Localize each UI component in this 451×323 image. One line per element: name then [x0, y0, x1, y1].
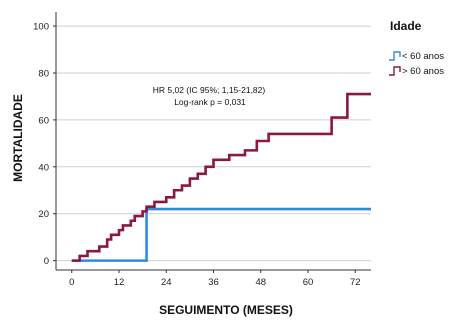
legend-title: Idade: [390, 19, 422, 33]
series-group: [71, 92, 371, 262]
legend-item-60-anos: > 60 anos: [389, 66, 444, 77]
x-tick-label: 36: [208, 277, 219, 288]
x-tick-label: 24: [161, 277, 172, 288]
y-tick-label: 60: [38, 115, 49, 126]
axes: [55, 12, 371, 271]
x-tick-label: 60: [303, 277, 314, 288]
legend-item-60-anos: < 60 anos: [389, 51, 444, 62]
legend-items: < 60 anos > 60 anos: [389, 51, 444, 77]
y-tick-label: 0: [44, 256, 49, 267]
legend: Idade < 60 anos > 60 anos: [389, 19, 444, 77]
y-tick-label: 20: [38, 209, 49, 220]
y-ticks: 0 20 40 60 80 100: [33, 22, 56, 267]
x-ticks: 0 12 24 36 48 60 72: [69, 270, 361, 288]
x-axis-title: SEGUIMENTO (MESES): [159, 303, 293, 317]
x-tick-label: 72: [350, 277, 361, 288]
series-line-60-anos: [71, 92, 371, 262]
series-line-60-anos: [71, 207, 371, 262]
x-tick-label: 0: [69, 277, 74, 288]
legend-swatch: [389, 51, 401, 61]
y-tick-label: 100: [33, 22, 49, 33]
annotation-logrank: Log-rank p = 0,031: [174, 97, 246, 107]
x-tick-label: 12: [114, 277, 125, 288]
y-tick-label: 40: [38, 162, 49, 173]
y-axis-title: MORTALIDADE: [11, 94, 25, 182]
annotation-hr: HR 5,02 (IC 95%; 1,15-21,82): [153, 85, 266, 95]
gridlines: [56, 25, 371, 262]
legend-label: < 60 anos: [402, 51, 444, 62]
legend-swatch: [389, 66, 401, 76]
x-tick-label: 48: [255, 277, 266, 288]
y-tick-label: 80: [38, 68, 49, 79]
legend-label: > 60 anos: [402, 66, 444, 77]
